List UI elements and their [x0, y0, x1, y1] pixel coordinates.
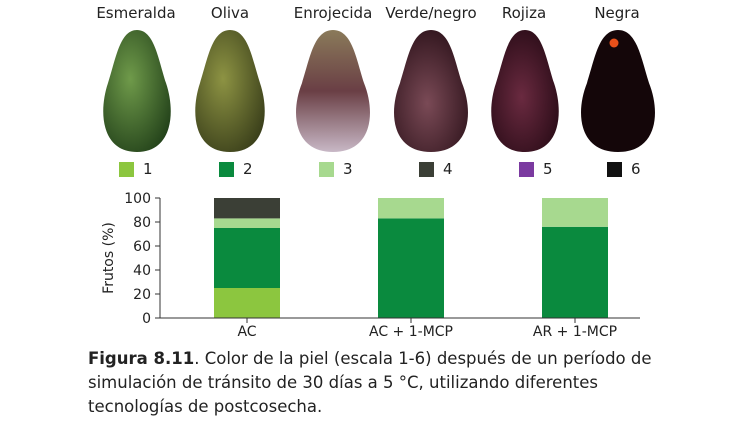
y-axis-label: Frutos (%) [101, 222, 117, 294]
legend-label-2: 2 [243, 160, 253, 178]
legend-swatch-4 [419, 161, 434, 177]
figure-label: Figura 8.11 [88, 349, 195, 368]
y-tick-label: 0 [142, 311, 151, 327]
legend-label-5: 5 [543, 160, 553, 178]
legend-swatch-1 [119, 161, 134, 177]
bar-segment-1-scale-4 [214, 198, 280, 219]
legend-item-2: 2 [219, 160, 253, 178]
legend-item-4: 4 [419, 160, 453, 178]
legend-label-6: 6 [631, 160, 641, 178]
bar-segment-3-scale-2 [542, 226, 608, 318]
y-tick-label: 80 [133, 215, 151, 231]
legend-swatch-6 [607, 161, 622, 177]
y-tick-label: 40 [133, 263, 151, 279]
figure-caption: Figura 8.11. Color de la piel (escala 1-… [88, 347, 688, 419]
legend-item-5: 5 [519, 160, 553, 178]
bar-segment-1-scale-3 [214, 218, 280, 228]
legend-item-1: 1 [119, 160, 153, 178]
legend-swatch-3 [319, 161, 334, 177]
fruit-label-verde-negro: Verde/negro [385, 4, 477, 22]
legend-item-3: 3 [319, 160, 353, 178]
y-tick-label: 60 [133, 239, 151, 255]
figure-caption-text: . Color de la piel (escala 1-6) después … [88, 349, 652, 416]
bar-segment-3-scale-3 [542, 198, 608, 227]
fruit-label-rojiza: Rojiza [501, 4, 547, 22]
chart-bars [214, 198, 608, 318]
bar-segment-2-scale-3 [378, 198, 444, 219]
avocado-negra-image [581, 30, 655, 152]
fruit-label-esmeralda: Esmeralda [96, 4, 176, 22]
y-ticks: 0 20 40 60 80 100 [124, 191, 160, 327]
stem-spot [609, 38, 619, 48]
y-tick-label: 20 [133, 287, 151, 303]
avocado-enrojecida-image [296, 30, 370, 152]
legend-label-3: 3 [343, 160, 353, 178]
legend-label-4: 4 [443, 160, 453, 178]
legend-swatch-2 [219, 161, 234, 177]
fruit-label-negra: Negra [594, 4, 640, 22]
x-tick-label: AR + 1-MCP [533, 324, 617, 340]
fruit-label-enrojecida: Enrojecida [293, 4, 373, 22]
y-tick-label: 100 [124, 191, 151, 207]
x-ticks: AC AC + 1-MCP AR + 1-MCP [237, 318, 617, 340]
bar-segment-1-scale-1 [214, 288, 280, 318]
x-tick-label: AC [237, 324, 256, 340]
x-tick-label: AC + 1-MCP [369, 324, 453, 340]
legend-item-6: 6 [607, 160, 641, 178]
legend-swatch-5 [519, 161, 534, 177]
avocado-oliva-image [195, 30, 265, 152]
avocado-rojiza-image [491, 30, 559, 152]
legend-label-1: 1 [143, 160, 153, 178]
bar-segment-2-scale-2 [378, 218, 444, 318]
bar-segment-1-scale-2 [214, 228, 280, 288]
avocado-verde-negro-image [394, 30, 468, 152]
avocado-esmeralda-image [103, 30, 171, 152]
fruit-label-oliva: Oliva [210, 4, 250, 22]
